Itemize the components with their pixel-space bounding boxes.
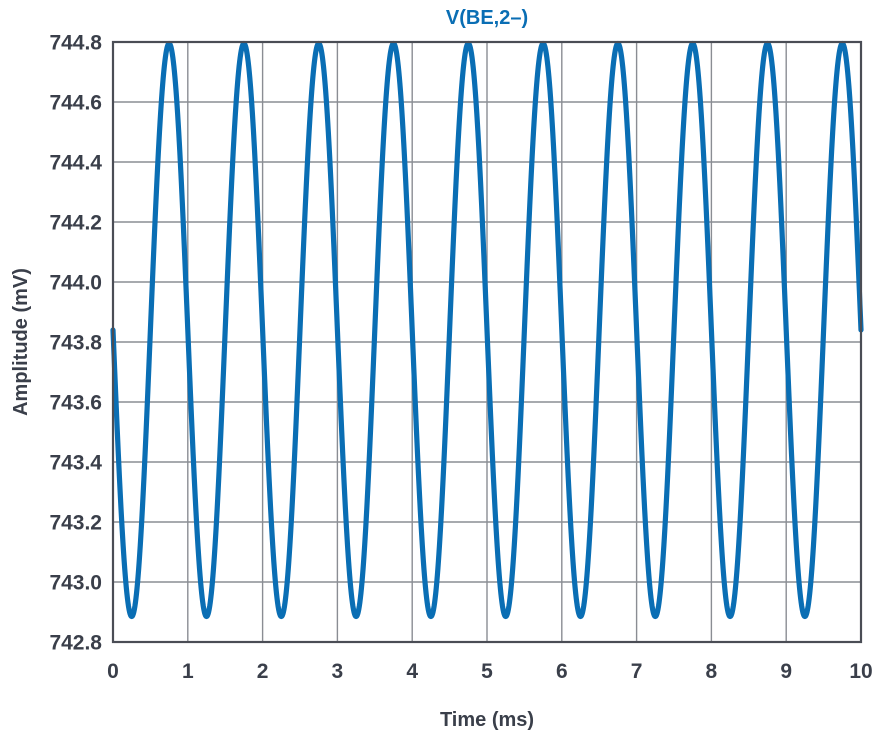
- x-tick-label: 10: [849, 660, 872, 683]
- tick-labels: 0 1 2 3 4 5 6 7 8 9 10 742.8 743.0 743.2 743.4 743.6 743…: [49, 32, 872, 684]
- x-tick-label: 2: [257, 660, 269, 683]
- y-tick-label: 744.2: [49, 212, 102, 235]
- y-tick-label: 743.0: [49, 572, 102, 595]
- x-tick-label: 7: [631, 660, 643, 683]
- y-tick-label: 744.6: [49, 92, 102, 115]
- series-layer: [110, 40, 864, 620]
- x-axis-title: Time (ms): [440, 709, 534, 731]
- x-tick-label: 4: [406, 660, 418, 683]
- y-tick-label: 743.4: [49, 452, 102, 475]
- y-tick-label: 744.0: [49, 272, 102, 295]
- x-tick-label: 9: [780, 660, 792, 683]
- y-axis-title: Amplitude (mV): [10, 268, 32, 416]
- series-line: [110, 40, 864, 620]
- x-tick-label: 1: [182, 660, 194, 683]
- x-tick-label: 0: [107, 660, 119, 683]
- y-tick-label: 744.8: [49, 32, 102, 55]
- y-tick-label: 743.6: [49, 392, 102, 415]
- x-tick-label: 8: [706, 660, 718, 683]
- chart-title: V(BE,2–): [446, 7, 528, 29]
- y-tick-label: 743.2: [49, 512, 102, 535]
- y-tick-label: 742.8: [49, 632, 102, 655]
- x-tick-label: 3: [332, 660, 344, 683]
- plot-frame: [111, 40, 863, 644]
- y-tick-label: 743.8: [49, 332, 102, 355]
- y-tick-label: 744.4: [49, 152, 102, 175]
- x-tick-label: 6: [556, 660, 568, 683]
- x-tick-label: 5: [481, 660, 493, 683]
